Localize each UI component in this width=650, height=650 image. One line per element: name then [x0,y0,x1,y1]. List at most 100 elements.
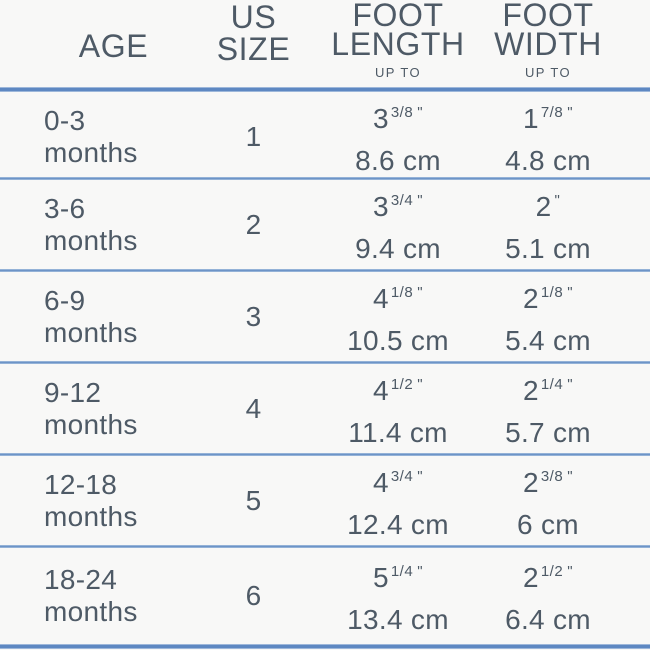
foot-width-cell: 2 3/8 " 6 cm [472,456,650,546]
foot-length-inches: 4 1/2 " [373,364,423,412]
age-cell: 0-3 months [0,92,183,182]
width-inch-mark: " [567,376,574,393]
width-inches-fraction: 1/8 [540,284,564,301]
row-divider [0,361,650,364]
us-size-cell: 1 [183,92,324,182]
us-size-cell: 2 [183,180,324,270]
foot-length-cm: 9.4 cm [355,233,441,264]
column-header-foot-length: FOOT LENGTH UP TO [324,0,472,87]
us-size-header-line1: US [230,0,277,35]
header-rule-line [0,87,650,92]
width-inch-mark: " [567,468,574,485]
age-cell: 6-9 months [0,272,183,362]
table-header-row: AGE US SIZE FOOT LENGTH UP TO FOOT WIDTH… [0,0,650,87]
table-row: 12-18 months 5 4 3/4 " 12.4 cm 2 3/8 " 6 cm [0,456,650,545]
width-inches-whole: 2 [535,191,552,222]
us-size-value: 6 [245,580,262,611]
age-value: 0-3 months [44,105,138,168]
foot-length-cm: 8.6 cm [355,145,441,176]
age-header-label: AGE [78,28,149,64]
foot-width-cm: 6.4 cm [505,604,591,635]
foot-width-header-line2: WIDTH [494,26,602,62]
foot-length-inches: 5 1/4 " [373,551,423,599]
width-inches-whole: 2 [522,562,539,593]
age-value: 18-24 months [44,564,138,627]
age-cell: 9-12 months [0,364,183,454]
foot-width-cm: 6 cm [517,509,579,540]
foot-length-cm: 13.4 cm [347,604,449,635]
length-inch-mark: " [417,376,424,393]
length-inch-mark: " [417,192,424,209]
length-inches-fraction: 3/4 [390,192,414,209]
age-value: 3-6 months [44,193,138,256]
length-inches-whole: 4 [372,467,389,498]
foot-width-inches: 2 1/8 " [523,272,573,320]
us-size-value: 2 [245,209,262,240]
table-row: 18-24 months 6 5 1/4 " 13.4 cm 2 1/2 " 6.4 c… [0,548,650,644]
length-inch-mark: " [417,563,424,580]
width-inch-mark: " [567,563,574,580]
row-divider [0,177,650,180]
foot-width-up-to-label: UP TO [524,65,572,80]
width-inch-mark: " [567,284,574,301]
column-header-foot-width: FOOT WIDTH UP TO [472,0,650,87]
length-inches-fraction: 3/4 [390,468,414,485]
column-header-age: AGE [0,28,183,87]
foot-length-cm: 10.5 cm [347,325,449,356]
foot-length-inches: 3 3/4 " [373,180,423,228]
foot-width-inches: 1 7/8 " [523,92,573,140]
foot-length-inches: 4 3/4 " [373,456,423,504]
foot-width-inches: 2 " [536,180,561,228]
width-inches-whole: 1 [522,103,539,134]
foot-width-cell: 2 1/4 " 5.7 cm [472,364,650,454]
width-inches-fraction: 1/2 [540,563,564,580]
foot-length-cm: 12.4 cm [347,509,449,540]
foot-width-cell: 1 7/8 " 4.8 cm [472,92,650,182]
age-cell: 18-24 months [0,548,183,644]
age-value: 12-18 months [44,469,138,532]
foot-length-inches: 4 1/8 " [373,272,423,320]
foot-width-cm: 5.1 cm [505,233,591,264]
us-size-header-line2: SIZE [216,31,291,67]
row-divider [0,545,650,548]
width-inches-fraction: 1/4 [540,376,564,393]
width-inches-fraction: 3/8 [540,468,564,485]
length-inches-fraction: 1/4 [390,563,414,580]
foot-length-cm: 11.4 cm [348,417,448,448]
age-value: 9-12 months [44,377,138,440]
length-inches-fraction: 1/8 [390,284,414,301]
us-size-value: 4 [245,393,262,424]
foot-width-cell: 2 " 5.1 cm [472,180,650,270]
age-cell: 3-6 months [0,180,183,270]
length-inch-mark: " [417,284,424,301]
us-size-value: 3 [245,301,262,332]
table-row: 0-3 months 1 3 3/8 " 8.6 cm 1 7/8 " 4.8 cm [0,92,650,177]
us-size-cell: 4 [183,364,324,454]
width-inches-fraction: 7/8 [540,104,564,121]
width-inch-mark: " [567,104,574,121]
table-row: 6-9 months 3 4 1/8 " 10.5 cm 2 1/8 " 5.4 cm [0,272,650,361]
table-row: 3-6 months 2 3 3/4 " 9.4 cm 2 " 5.1 cm [0,180,650,269]
length-inches-whole: 5 [372,562,389,593]
foot-width-cell: 2 1/8 " 5.4 cm [472,272,650,362]
foot-width-cm: 4.8 cm [505,145,591,176]
bottom-rule-line [0,644,650,649]
foot-length-inches: 3 3/8 " [373,92,423,140]
table-body: 0-3 months 1 3 3/8 " 8.6 cm 1 7/8 " 4.8 cm 3… [0,92,650,644]
foot-width-inches: 2 1/4 " [523,364,573,412]
length-inches-fraction: 3/8 [390,104,414,121]
foot-length-cell: 4 3/4 " 12.4 cm [324,456,472,546]
length-inches-whole: 4 [372,283,389,314]
row-divider [0,269,650,272]
column-header-us-size: US SIZE [183,1,324,87]
foot-length-header-line1: FOOT [352,0,444,33]
length-inches-whole: 3 [372,103,389,134]
table-row: 9-12 months 4 4 1/2 " 11.4 cm 2 1/4 " 5.7 cm [0,364,650,453]
us-size-value: 1 [245,121,262,152]
length-inch-mark: " [417,104,424,121]
us-size-cell: 3 [183,272,324,362]
age-value: 6-9 months [44,285,138,348]
age-cell: 12-18 months [0,456,183,546]
row-divider [0,453,650,456]
